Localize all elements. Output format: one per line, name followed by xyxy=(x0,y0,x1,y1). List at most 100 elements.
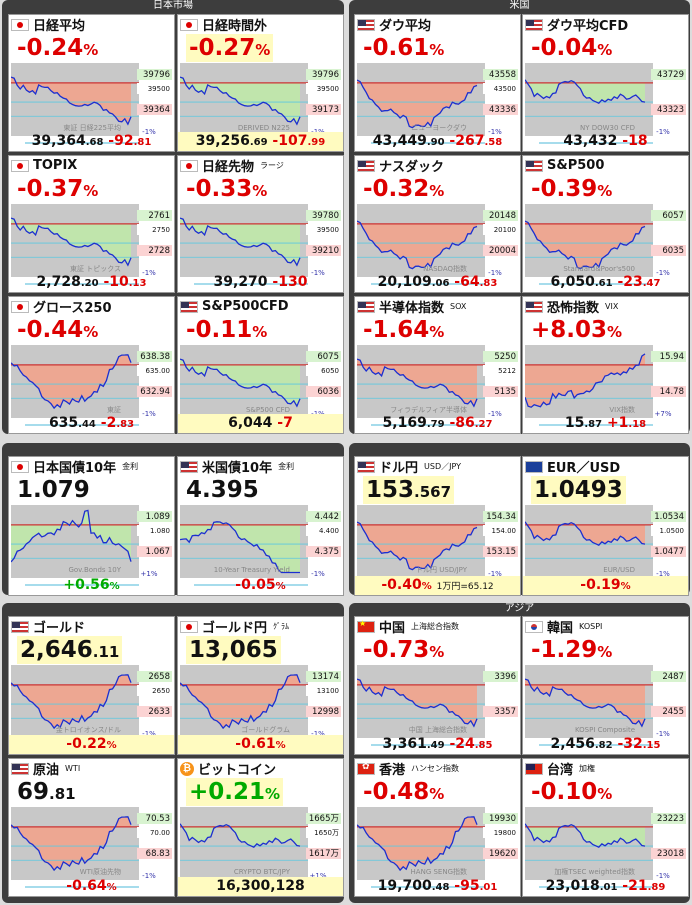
tile-name: 台湾 xyxy=(547,763,574,778)
market-tile[interactable]: ドル円 USD／JPY 153.567 ドル円 USD/JPY 154.34 154.00… xyxy=(354,456,521,596)
change-value: -107 xyxy=(272,133,308,149)
market-tile[interactable]: 韓国 KOSPI -1.29% KOSPI Composite 2487 2455 -1% 2… xyxy=(522,616,689,755)
market-tile[interactable]: 日経時間外-0.27% DERIVED N225 39796 39500 39173 -1… xyxy=(177,14,344,152)
chart-fill-area xyxy=(525,353,645,408)
bottom-value: 15.87 +1.18 xyxy=(523,414,688,433)
market-tile[interactable]: 恐怖指数 VIX +8.03% VIX指数 15.94 14.78 +7% 15.87 +1.… xyxy=(522,296,689,434)
headline-decimal: % xyxy=(265,785,281,803)
tile-subname: KOSPI xyxy=(579,622,603,631)
bottom-price-decimal: .20 xyxy=(80,278,99,289)
chart-low-label: 43336 xyxy=(489,105,516,115)
chart-fill-area xyxy=(11,218,131,266)
chart-fill-area xyxy=(357,816,477,871)
chart-pct-label: -1% xyxy=(488,410,502,418)
bottom-price: 15 xyxy=(564,415,585,431)
market-tile[interactable]: ゴールド円 ｸﾞﾗﾑ 13,065 ゴールドグラム 13174 13100 12998 -1%… xyxy=(177,616,344,755)
chart-high-label: 19930 xyxy=(489,814,516,824)
bottom-value: -0.19% xyxy=(523,576,688,595)
market-tile[interactable]: 日経平均 -0.24% 東証 日経225平均 39796 39500 39364 -1% 39… xyxy=(8,14,175,152)
tile-title: TOPIX xyxy=(11,157,174,174)
tile-title: 恐怖指数 VIX xyxy=(525,298,688,316)
bottom-price-decimal: .79 xyxy=(426,419,445,430)
headline-main: 153 xyxy=(366,477,415,503)
chart-mid-label: 1.080 xyxy=(150,527,170,535)
section-title: 日本市場 xyxy=(153,0,193,11)
tile-name: 韓国 xyxy=(547,621,574,636)
chart-level-box xyxy=(483,671,518,682)
chart-high-label: 43729 xyxy=(657,70,684,80)
headline-main: -1.29 xyxy=(531,637,598,663)
chart-watermark: NY DOW30 CFD xyxy=(580,124,635,132)
chart-session-area xyxy=(525,807,653,880)
chart-low-label: 39210 xyxy=(312,246,339,256)
chart-level-box xyxy=(306,671,341,682)
market-tile[interactable]: 原油 WTI 69.81 WTI原油先物 70.53 70.00 68.83 -1% -0.64… xyxy=(8,758,175,897)
headline-decimal: .81 xyxy=(49,785,76,803)
chart-low-label: 1.0477 xyxy=(654,547,684,557)
chart-fill-area xyxy=(525,221,645,269)
chart-level-box xyxy=(306,210,341,221)
change-value: -2 xyxy=(100,415,117,431)
bottom-price: 23,018 xyxy=(545,878,600,894)
flag-icon xyxy=(180,159,198,172)
headline-value: 1.079 xyxy=(17,476,90,504)
market-tile[interactable]: ゴールド 2,646.11 金トロイオンス/ドル 2658 2650 2633 -1% -0.… xyxy=(8,616,175,755)
chart-level-box xyxy=(137,386,172,397)
mini-chart: 東証 トピックス 2761 2750 2728 -1% xyxy=(11,204,172,289)
chart-pct-label: -1% xyxy=(656,128,670,136)
chart-fill-area xyxy=(357,679,477,727)
bottom-price: 635 xyxy=(48,415,79,431)
market-tile[interactable]: ナスダック -0.32% NASDAQ指数 20148 20100 20004 -1% 20,… xyxy=(354,155,521,293)
change-decimal: .81 xyxy=(133,137,152,148)
flag-icon xyxy=(357,159,375,172)
chart-high-label: 13174 xyxy=(312,672,339,682)
market-tile[interactable]: 日本国債10年 金利 1.079 Gov.Bonds 10Y 1.089 1.080 1.0… xyxy=(8,456,175,596)
chart-pct-label: -1% xyxy=(488,570,502,578)
market-tile[interactable]: TOPIX -0.37% 東証 トピックス 2761 2750 2728 -1% 2,728.… xyxy=(8,155,175,293)
flag-icon xyxy=(180,460,198,473)
bottom-value: 39,364.68 -92.81 xyxy=(9,132,174,151)
market-tile[interactable]: ダウ平均 -0.61% ニューヨークダウ 43558 43500 43336 -1% 43,4… xyxy=(354,14,521,152)
market-tile[interactable]: S&P500 -0.39% Standard&Poor's500 6057 6035 -1… xyxy=(522,155,689,293)
market-tile[interactable]: EUR／USD 1.0493 EUR/USD 1.0534 1.0500 1.0477 -1… xyxy=(522,456,689,596)
chart-pct-label: -1% xyxy=(311,730,325,738)
chart-level-box xyxy=(651,671,686,682)
bottom-price: -0.64 xyxy=(66,878,107,894)
chart-low-label: 632.94 xyxy=(140,387,170,397)
market-tile[interactable]: 米国債10年 金利 4.395 10-Year Treasury Yield 4.442… xyxy=(177,456,344,596)
chart-session-area xyxy=(180,807,308,880)
chart-watermark: KOSPI Composite xyxy=(575,726,635,734)
bottom-value: 2,456.82 -32.15 xyxy=(523,735,688,754)
bottom-price-decimal: .90 xyxy=(426,137,445,148)
bottom-price: 6,050 xyxy=(550,274,595,290)
chart-high-label: 1.089 xyxy=(146,512,170,522)
market-tile[interactable]: 半導体指数 SOX -1.64% フィラデルフィア半導体 5250 5212 5135 -1%… xyxy=(354,296,521,434)
tile-title: ₿ ビットコイン xyxy=(180,760,343,778)
tile-name: 日経時間外 xyxy=(202,19,268,34)
flag-icon xyxy=(11,762,29,775)
chart-watermark: 10-Year Treasury Yield xyxy=(214,566,290,574)
chart-watermark: ニューヨークダウ xyxy=(411,123,467,132)
chart-mid-label: 2650 xyxy=(152,687,170,695)
headline-main: -0.37 xyxy=(17,176,84,202)
headline-decimal: % xyxy=(83,323,99,341)
headline-value: -1.64% xyxy=(363,316,444,344)
market-tile[interactable]: S&P500CFD-0.11%S&P500 CFD607560506036-1%… xyxy=(177,296,344,434)
chart-fill-area xyxy=(11,816,131,871)
chart-low-label: 14.78 xyxy=(660,387,684,397)
chart-low-label: 23018 xyxy=(657,849,684,859)
bitcoin-icon: ₿ xyxy=(180,761,194,776)
chart-high-label: 1665万 xyxy=(309,814,339,824)
chart-level-box xyxy=(306,69,341,80)
market-tile[interactable]: ダウ平均CFD -0.04% NY DOW30 CFD 43729 43323 -1% 43… xyxy=(522,14,689,152)
bottom-price: 39,270 xyxy=(213,274,268,290)
market-tile[interactable]: グロース250 -0.44% 東証 638.38 635.00 632.94 -1% 635.… xyxy=(8,296,175,434)
flag-icon xyxy=(180,18,198,31)
market-tile[interactable]: 日経先物 ラージ -0.33% 39780 39500 39210 -1% 39,270 -1… xyxy=(177,155,344,293)
chart-level-box xyxy=(306,83,341,94)
market-tile[interactable]: ₿ ビットコイン +0.21% CRYPTO BTC/JPY 1665万 1650万 161… xyxy=(177,758,344,897)
chart-level-box xyxy=(306,685,341,696)
market-tile[interactable]: 台湾 加権 -0.10% 加権TSEC weighted指数 23223 23018 -1%… xyxy=(522,758,689,897)
